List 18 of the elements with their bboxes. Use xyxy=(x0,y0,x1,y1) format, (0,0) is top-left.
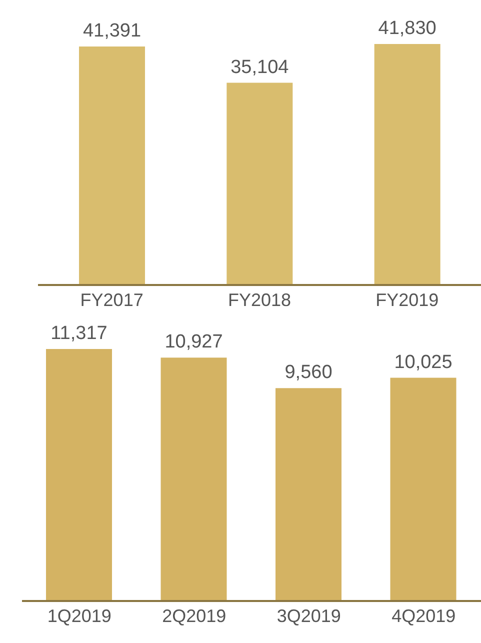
x-tick-label: 3Q2019 xyxy=(276,606,341,626)
bar xyxy=(46,349,112,601)
x-tick-label: 1Q2019 xyxy=(47,606,112,626)
x-tick-label: FY2017 xyxy=(80,290,144,310)
x-tick-label: 4Q2019 xyxy=(392,606,456,626)
data-label: 11,317 xyxy=(50,323,108,344)
data-label: 10,025 xyxy=(394,352,452,373)
data-label: 35,104 xyxy=(230,56,290,78)
bar xyxy=(160,358,227,601)
data-label: 41,391 xyxy=(82,20,142,42)
x-tick-label: FY2018 xyxy=(228,290,292,310)
bar xyxy=(390,378,456,601)
bar xyxy=(276,388,342,601)
data-label: 41,830 xyxy=(378,18,436,39)
x-tick-label: 2Q2019 xyxy=(162,606,226,626)
x-tick-label: FY2019 xyxy=(376,290,439,310)
data-label: 9,560 xyxy=(284,362,332,384)
data-label: 10,927 xyxy=(164,332,223,353)
